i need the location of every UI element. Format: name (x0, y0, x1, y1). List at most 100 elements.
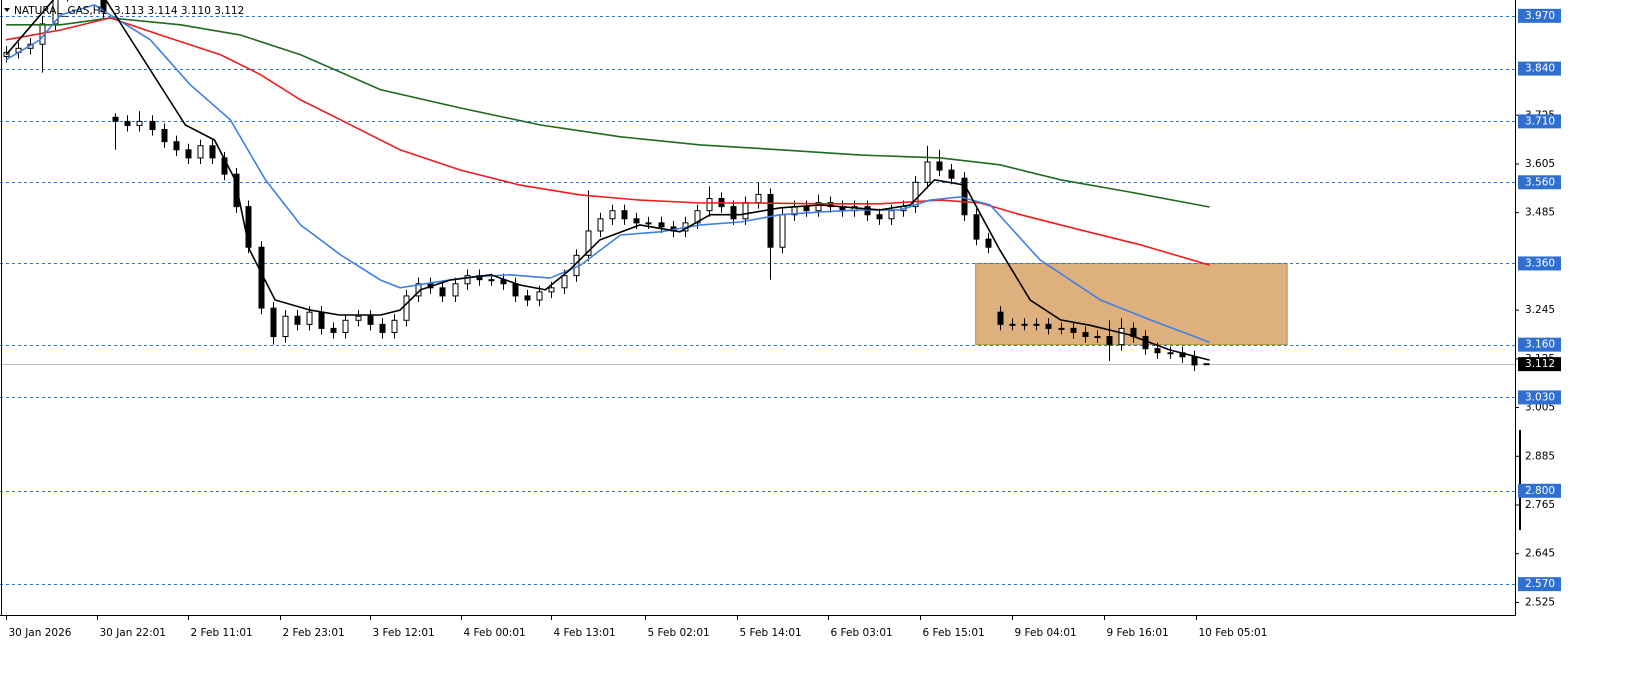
candle-body (973, 214, 980, 240)
plot-area (0, 0, 1515, 585)
candle-body (149, 120, 156, 130)
candle-body (561, 275, 568, 289)
candle-body (100, 0, 107, 13)
candle-body (52, 0, 59, 25)
candle-body (658, 222, 665, 228)
candle-body (209, 145, 216, 159)
level-box (1518, 483, 1561, 498)
moving-average-line (5, 0, 1210, 361)
candle-body (645, 222, 652, 225)
candle-body (548, 287, 555, 293)
candle-body (355, 315, 362, 321)
candle-body (694, 210, 701, 224)
candle-body (876, 214, 883, 220)
menu-triangle (4, 8, 10, 12)
candle-body (1094, 336, 1101, 339)
y-tick-label: 3.005 (1525, 402, 1555, 414)
candle-body (924, 161, 931, 183)
moving-average-line (6, 17, 1210, 208)
level-box (1518, 8, 1561, 23)
candle-body (367, 315, 374, 325)
candle-body (524, 295, 531, 301)
candle-body (621, 210, 628, 220)
candle-body (512, 283, 519, 297)
candle-body (779, 214, 786, 248)
chart-title: NATURAL_GAS,H1 3.113 3.114 3.110 3.112 (14, 5, 244, 17)
y-tick-label: 2.885 (1525, 450, 1555, 462)
candle-body (124, 120, 131, 126)
candle-body (815, 202, 822, 212)
candle-body (997, 311, 1004, 325)
level-label: 3.160 (1525, 339, 1555, 351)
candle-body (197, 145, 204, 159)
candle-body (803, 206, 810, 212)
candle-body (1167, 352, 1174, 355)
x-tick-label: 9 Feb 16:01 (1107, 627, 1169, 639)
x-tick-label: 3 Feb 12:01 (373, 627, 435, 639)
candle-body (1142, 336, 1149, 350)
candle-body (961, 177, 968, 216)
candle-body (742, 202, 749, 220)
candle-body (464, 275, 471, 285)
candle-body (1033, 323, 1040, 326)
candle-body (1070, 327, 1077, 333)
candle-body (585, 230, 592, 256)
y-tick-label: 2.645 (1525, 548, 1555, 560)
x-tick-label: 4 Feb 13:01 (554, 627, 616, 639)
candle-body (452, 283, 459, 297)
candle-body (597, 218, 604, 232)
x-tick-label: 10 Feb 05:01 (1199, 627, 1268, 639)
x-tick-label: 2 Feb 23:01 (283, 627, 345, 639)
level-label: 3.970 (1525, 10, 1555, 22)
candle-body (1045, 323, 1052, 329)
candle-body (330, 327, 337, 333)
candle-body (985, 238, 992, 248)
candle-body (403, 295, 410, 321)
candle-body (282, 315, 289, 338)
level-label: 2.800 (1525, 485, 1555, 497)
x-tick-label: 2 Feb 11:01 (191, 627, 253, 639)
candle-body (1106, 336, 1113, 346)
candle-body (439, 287, 446, 297)
x-tick-label: 30 Jan 22:01 (100, 627, 166, 639)
current-price-box (1518, 357, 1561, 372)
candle-body (294, 315, 301, 325)
candle-body (306, 311, 313, 325)
candle-body (173, 141, 180, 151)
level-label: 3.360 (1525, 257, 1555, 269)
candle-body (185, 149, 192, 159)
candle-body (1009, 323, 1016, 326)
candle-body (270, 307, 277, 338)
candle-body (755, 193, 762, 204)
level-box (1518, 390, 1561, 405)
candle-body (633, 218, 640, 224)
candle-body (1203, 363, 1210, 366)
candle-body (936, 161, 943, 171)
candle-body (488, 279, 495, 282)
candle-body (1154, 348, 1161, 354)
level-box (1518, 175, 1561, 190)
candle-body (888, 210, 895, 220)
candle-body (609, 210, 616, 220)
x-tick-label: 9 Feb 04:01 (1015, 627, 1077, 639)
candle-body (391, 319, 398, 333)
candle-body (767, 193, 774, 248)
level-box (1518, 114, 1561, 129)
y-tick-label: 2.765 (1525, 499, 1555, 511)
moving-average-line (5, 4, 1210, 343)
x-tick-label: 5 Feb 14:01 (740, 627, 802, 639)
candle-body (379, 323, 386, 333)
x-tick-label: 4 Feb 00:01 (464, 627, 526, 639)
x-tick-label: 6 Feb 03:01 (831, 627, 893, 639)
level-label: 3.560 (1525, 176, 1555, 188)
level-box (1518, 256, 1561, 271)
candle-body (730, 206, 737, 220)
candle-body (1058, 327, 1065, 330)
candle-body (112, 116, 119, 122)
x-tick-label: 5 Feb 02:01 (648, 627, 710, 639)
level-label: 3.030 (1525, 391, 1555, 403)
candle-body (342, 319, 349, 333)
